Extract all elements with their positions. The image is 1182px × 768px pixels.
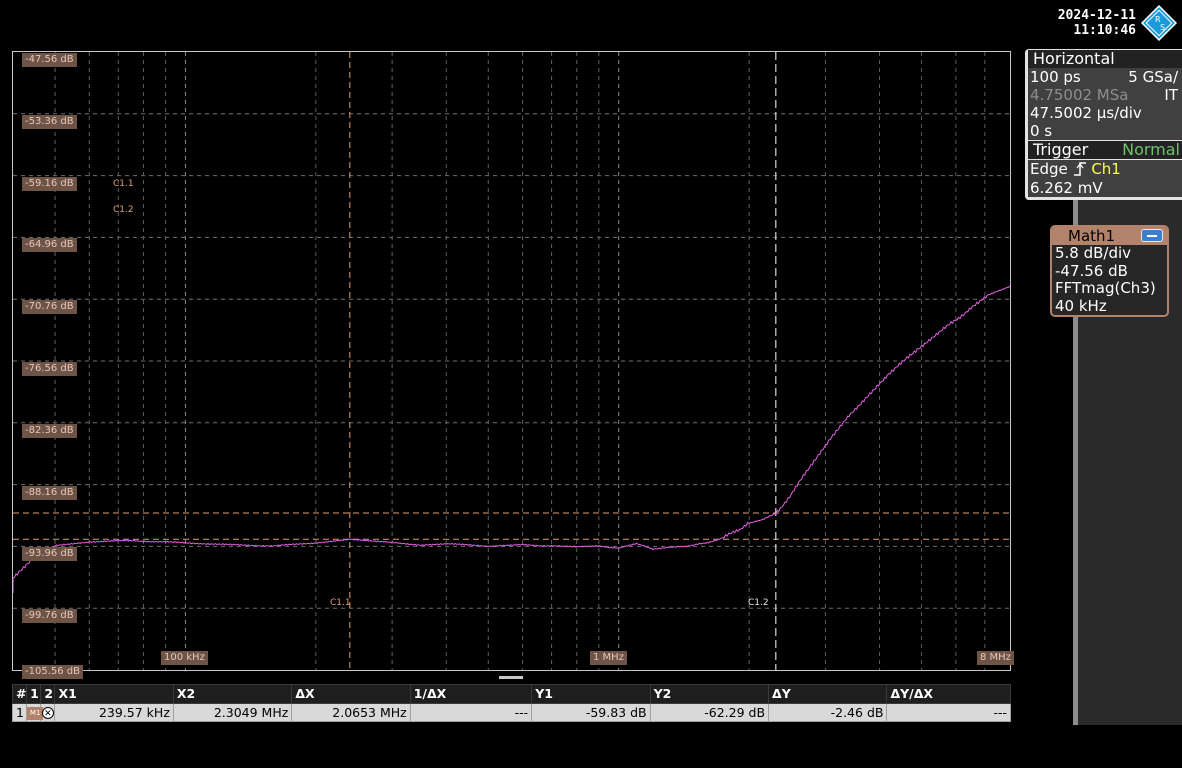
row-index: 1 — [13, 703, 27, 722]
cursor-label-v2: C1.2 — [748, 598, 769, 608]
y-axis-label: -76.56 dB — [22, 362, 77, 376]
y-axis-label: -88.16 dB — [22, 486, 77, 500]
y-axis-label: -93.96 dB — [22, 547, 77, 561]
col-y2: Y2 — [650, 685, 768, 704]
col-x2: X2 — [173, 685, 291, 704]
trigger-source-row[interactable]: Edge Ch1 — [1028, 160, 1182, 179]
horizontal-sample-rate: 5 GSa/ — [1128, 68, 1178, 86]
close-icon[interactable]: ✕ — [42, 707, 54, 719]
rohde-schwarz-logo-icon[interactable]: R S — [1141, 5, 1177, 41]
col-inv-dx: 1/ΔX — [410, 685, 531, 704]
cell-dx: 2.0653 MHz — [292, 703, 410, 722]
cell-dy-dx: --- — [887, 703, 1011, 722]
y-axis-label: -59.16 dB — [22, 177, 77, 191]
svg-text:S: S — [1160, 23, 1165, 32]
source-badge: M1 — [27, 707, 43, 720]
col-dx: ΔX — [292, 685, 410, 704]
y-axis-label: -105.56 dB — [22, 665, 83, 679]
waveform-display[interactable] — [12, 51, 1011, 671]
row-source2-cell[interactable]: ✕ — [41, 703, 55, 722]
trigger-source: Ch1 — [1091, 160, 1121, 178]
cursor-results-table: # 1 2 X1 X2 ΔX 1/ΔX Y1 Y2 ΔY ΔY/ΔX 1 M1 … — [12, 684, 1011, 722]
y-axis-label: -99.76 dB — [22, 609, 77, 623]
math1-panel[interactable]: Math1 5.8 dB/div -47.56 dB FFTmag(Ch3) 4… — [1050, 225, 1169, 317]
horizontal-position[interactable]: 0 s — [1028, 122, 1182, 140]
cursor-table-header: # 1 2 X1 X2 ΔX 1/ΔX Y1 Y2 ΔY ΔY/ΔX — [13, 685, 1011, 704]
fft-plot — [13, 52, 1010, 670]
row-source-cell[interactable]: M1 — [27, 703, 41, 722]
x-label-8mhz: 8 MHz — [977, 651, 1014, 665]
trigger-mode: Normal — [1122, 141, 1180, 159]
cell-inv-dx: --- — [410, 703, 531, 722]
math1-scale: 5.8 dB/div — [1055, 245, 1167, 263]
x-label-100khz: 100 kHz — [161, 651, 208, 665]
col-y1: Y1 — [532, 685, 650, 704]
col-dy-dx: ΔY/ΔX — [887, 685, 1011, 704]
y-axis-label: -47.56 dB — [22, 53, 77, 67]
trigger-title: Trigger — [1033, 140, 1088, 159]
horizontal-interp-mode: IT — [1164, 86, 1178, 104]
y-axis-label: -53.36 dB — [22, 115, 77, 129]
horizontal-resolution: 100 ps — [1030, 68, 1081, 86]
trigger-type: Edge — [1030, 160, 1068, 178]
horizontal-trigger-panel[interactable]: Horizontal 100 ps 5 GSa/ 4.75002 MSa IT … — [1025, 49, 1182, 200]
math1-rbw: 40 kHz — [1055, 298, 1167, 316]
cursor-label-h2: C1.2 — [113, 205, 134, 215]
math1-function: FFTmag(Ch3) — [1055, 280, 1167, 298]
horizontal-record-row[interactable]: 4.75002 MSa IT — [1028, 86, 1182, 104]
rising-edge-icon — [1073, 162, 1087, 176]
y-axis-label: -82.36 dB — [22, 424, 77, 438]
cell-x1: 239.57 kHz — [55, 703, 173, 722]
x-label-1mhz: 1 MHz — [590, 651, 627, 665]
horizontal-resolution-row[interactable]: 100 ps 5 GSa/ — [1028, 68, 1182, 86]
col-index: # — [13, 685, 27, 704]
horizontal-time-scale[interactable]: 47.5002 µs/div — [1028, 104, 1182, 122]
trigger-level[interactable]: 6.262 mV — [1028, 179, 1182, 197]
col-2: 2 — [41, 685, 55, 704]
resize-handle[interactable] — [499, 676, 523, 679]
col-1: 1 — [27, 685, 41, 704]
cell-y2: -62.29 dB — [650, 703, 768, 722]
horizontal-header[interactable]: Horizontal — [1028, 50, 1182, 68]
cell-x2: 2.3049 MHz — [173, 703, 291, 722]
time: 11:10:46 — [1058, 23, 1136, 38]
horizontal-record-length: 4.75002 MSa — [1030, 86, 1128, 104]
y-axis-label: -64.96 dB — [22, 238, 77, 252]
cursor-label-v1: C1.1 — [330, 598, 351, 608]
table-row[interactable]: 1 M1 ✕ 239.57 kHz 2.3049 MHz 2.0653 MHz … — [13, 703, 1011, 722]
math1-title: Math1 — [1068, 227, 1115, 245]
math1-offset: -47.56 dB — [1055, 263, 1167, 281]
cell-y1: -59.83 dB — [532, 703, 650, 722]
minimize-icon[interactable] — [1141, 229, 1163, 242]
cell-dy: -2.46 dB — [769, 703, 887, 722]
col-x1: X1 — [55, 685, 173, 704]
cursor-label-h1: C1.1 — [113, 179, 134, 189]
col-dy: ΔY — [769, 685, 887, 704]
y-axis-label: -70.76 dB — [22, 300, 77, 314]
trigger-header[interactable]: Trigger Normal — [1028, 141, 1182, 159]
datetime: 2024-12-11 11:10:46 — [1058, 8, 1136, 38]
date: 2024-12-11 — [1058, 8, 1136, 23]
